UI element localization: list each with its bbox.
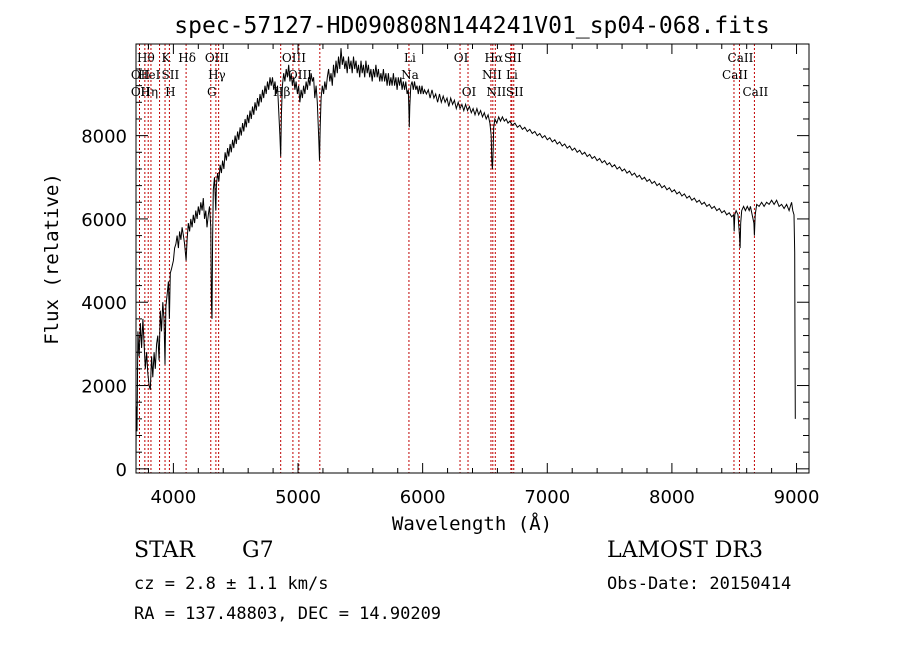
spectral-line-label: OIII — [282, 51, 306, 65]
spectral-line-label: K — [162, 51, 172, 65]
spectral-line-label: CaII — [722, 68, 748, 82]
redshift-label: cz = 2.8 ± 1.1 km/s — [134, 574, 329, 594]
spectral-line-label: Hγ — [208, 68, 226, 82]
spectral-line-label: Li — [404, 51, 416, 65]
spectral-line-label: SII — [504, 51, 522, 65]
x-tick-label: 8000 — [649, 487, 695, 508]
spectral-line-label: Hθ — [137, 51, 155, 65]
spectral-line-label: Li — [506, 68, 518, 82]
x-tick-label: 9000 — [774, 487, 820, 508]
object-subclass: G7 — [242, 538, 274, 563]
spectral-line-label: Hη — [140, 85, 158, 99]
y-tick-label: 6000 — [81, 210, 127, 231]
coordinates-label: RA = 137.48803, DEC = 14.90209 — [134, 604, 442, 624]
x-axis-label: Wavelength (Å) — [392, 512, 552, 535]
x-tick-label: 6000 — [400, 487, 446, 508]
x-tick-label: 5000 — [275, 487, 321, 508]
spectral-line-label: H — [165, 85, 175, 99]
spectrum-line — [135, 48, 796, 469]
y-tick-label: 0 — [116, 460, 127, 481]
spectral-line-label: HeI — [138, 68, 161, 82]
spectral-line-label: OI — [462, 85, 477, 99]
spectral-line-label: NII — [486, 85, 506, 99]
object-class: STAR — [134, 538, 195, 563]
spectral-line-label: Hδ — [178, 51, 196, 65]
obs-date-label: Obs-Date: 20150414 — [607, 574, 792, 594]
plot-frame — [135, 43, 810, 474]
spectral-line-label: OIII — [205, 51, 229, 65]
spectral-line-label: SII — [162, 68, 180, 82]
spectral-line-label: OI — [454, 51, 469, 65]
spectral-line-label: Hα — [485, 51, 504, 65]
chart-title: spec-57127-HD090808N144241V01_sp04-068.f… — [174, 13, 769, 39]
spectral-line-label: NII — [482, 68, 502, 82]
spectral-line-label: CaII — [742, 85, 768, 99]
y-axis-label: Flux (relative) — [41, 173, 63, 345]
spectral-line-label: G — [207, 85, 217, 99]
y-tick-label: 2000 — [81, 377, 127, 398]
spectral-line-label: CaII — [728, 51, 754, 65]
spectral-line-label: Na — [401, 68, 419, 82]
x-tick-label: 7000 — [524, 487, 570, 508]
y-tick-label: 8000 — [81, 127, 127, 148]
spectral-line-label: SII — [506, 85, 524, 99]
y-tick-label: 4000 — [81, 293, 127, 314]
survey-label: LAMOST DR3 — [607, 538, 763, 563]
x-tick-label: 4000 — [150, 487, 196, 508]
